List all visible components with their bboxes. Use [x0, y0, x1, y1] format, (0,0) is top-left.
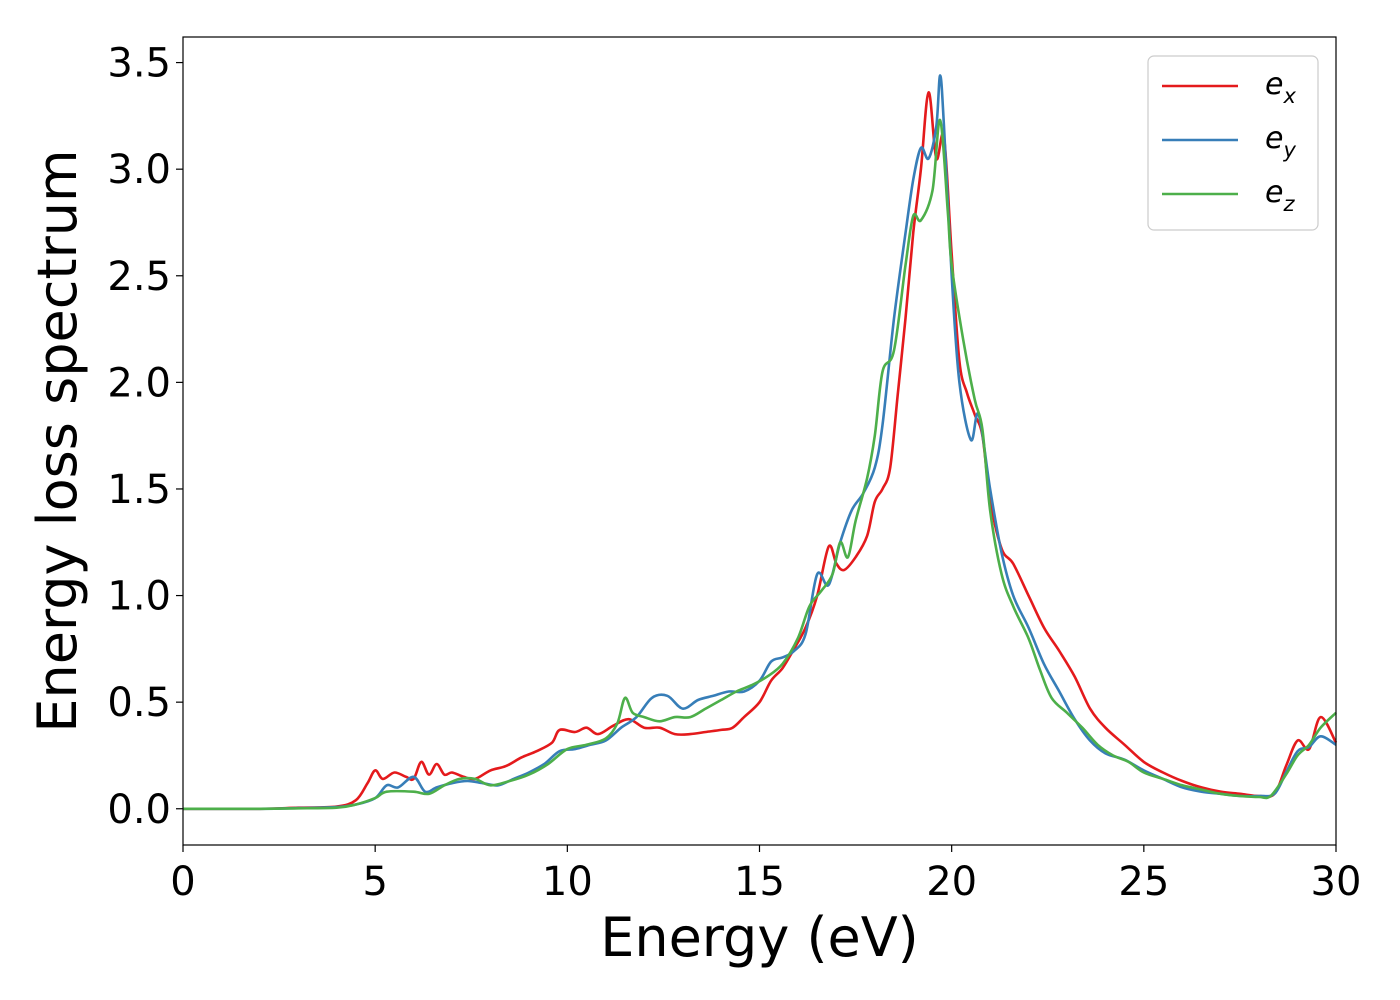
x-tick-label: 25 [1118, 859, 1169, 905]
y-tick-label: 1.0 [107, 574, 171, 620]
y-tick-label: 3.5 [107, 41, 171, 87]
series-line-z [183, 118, 1337, 811]
legend-box [1147, 55, 1319, 231]
x-tick-label: 15 [734, 859, 785, 905]
x-axis-title: Energy (eV) [600, 906, 919, 969]
series-layer [182, 74, 1338, 811]
y-axis-title: Energy loss spectrum [26, 149, 89, 732]
series-line-x [182, 91, 1338, 811]
y-tick-label: 0.0 [107, 787, 171, 833]
y-tick-label: 3.0 [107, 147, 171, 193]
x-tick-label: 5 [362, 859, 387, 905]
x-tick-label: 0 [170, 859, 195, 905]
x-tick-label: 20 [926, 859, 977, 905]
x-tick-label: 10 [542, 859, 593, 905]
x-tick-label: 30 [1311, 859, 1362, 905]
y-tick-label: 0.5 [107, 680, 171, 726]
y-tick-label: 2.0 [107, 360, 171, 406]
ticks-layer: 0 5 10 15 20 25 30 0.0 0.5 1.0 1.5 2.0 2.5 3.0 3.5 [107, 41, 1361, 905]
y-tick-label: 2.5 [107, 254, 171, 300]
y-tick-label: 1.5 [107, 467, 171, 513]
